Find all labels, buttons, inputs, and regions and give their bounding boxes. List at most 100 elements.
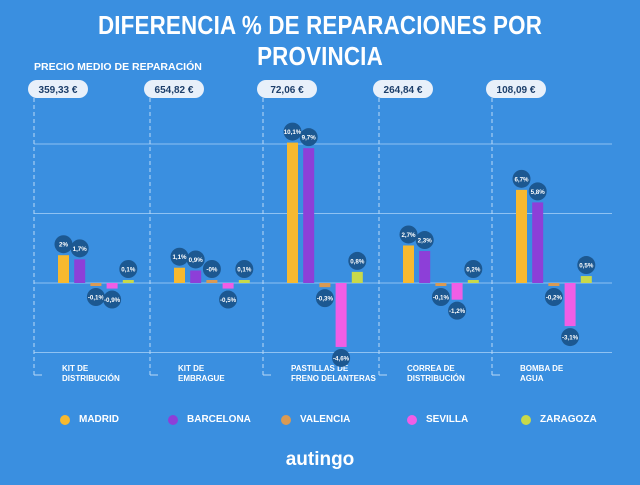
data-label-bubble <box>348 251 367 270</box>
bar-barcelona <box>190 270 202 283</box>
data-label: -4,6% <box>333 355 350 362</box>
legend-label: SEVILLA <box>426 414 469 425</box>
bar-zaragoza <box>122 280 134 283</box>
legend: MADRID BARCELONA VALENCIA SEVILLA ZARAGOZA <box>0 414 640 434</box>
legend-swatch <box>168 414 178 425</box>
data-label: -0,9% <box>104 297 121 304</box>
bar-madrid <box>287 142 298 283</box>
data-label: 1,7% <box>73 246 88 253</box>
data-label: -0,2% <box>546 295 563 302</box>
data-label-bubble <box>70 239 89 258</box>
data-label-bubble <box>464 260 483 278</box>
price-label: 359,33 € <box>39 85 78 96</box>
data-label: 0,5% <box>579 263 594 270</box>
legend-label: BARCELONA <box>187 414 251 425</box>
legend-item-sevilla: SEVILLA <box>407 414 468 425</box>
chart-subtitle: PRECIO MEDIO DE REPARACIÓN <box>34 61 202 73</box>
bar-madrid <box>58 255 69 283</box>
bar-sevilla <box>335 283 347 347</box>
price-pill <box>486 80 546 98</box>
chart-title: DIFERENCIA % DE REPARACIONES POR PROVINC… <box>97 10 543 71</box>
bar-valencia <box>435 283 447 286</box>
bar-sevilla <box>106 283 118 289</box>
data-label: 0,9% <box>189 257 204 264</box>
category-label: KIT DE <box>62 364 89 373</box>
data-label: -0,1% <box>88 295 105 302</box>
data-label: 2,7% <box>401 232 416 239</box>
data-label-bubble <box>119 260 138 278</box>
data-label: 0,1% <box>121 267 136 274</box>
bar-barcelona <box>74 259 86 283</box>
data-label-bubble <box>186 250 205 269</box>
data-label-bubble <box>577 256 596 275</box>
data-label: -0,3% <box>317 296 334 303</box>
bar-valencia <box>319 283 331 288</box>
autingo-logo: autingo <box>286 449 355 470</box>
data-label: 6,7% <box>514 176 529 183</box>
bar-madrid <box>403 245 414 283</box>
data-label-bubble <box>415 231 434 250</box>
bar-barcelona <box>532 202 544 283</box>
legend-item-madrid: MADRID <box>60 414 119 425</box>
data-label: 2% <box>59 242 68 249</box>
price-pill <box>373 80 433 98</box>
data-label-bubble <box>86 288 105 306</box>
data-label: -3,1% <box>562 335 579 342</box>
data-label-bubble <box>544 288 563 306</box>
price-pill <box>28 80 88 98</box>
data-label-bubble <box>54 235 73 254</box>
data-label: 10,1% <box>284 129 302 136</box>
data-label-bubble <box>235 260 254 278</box>
bar-barcelona <box>419 251 431 283</box>
legend-item-barcelona: BARCELONA <box>168 414 251 425</box>
bar-barcelona <box>303 148 315 283</box>
price-pill <box>257 80 317 98</box>
data-label: 0,8% <box>350 258 365 265</box>
data-label-bubble <box>202 260 221 278</box>
bar-sevilla <box>222 283 234 289</box>
bar-zaragoza <box>351 271 363 283</box>
category-label: PASTILLAS DE <box>291 364 349 373</box>
legend-item-valencia: VALENCIA <box>281 414 350 425</box>
data-label-bubble <box>315 289 334 308</box>
data-label: 0,1% <box>237 267 252 274</box>
price-pill <box>144 80 204 98</box>
data-label-bubble <box>283 122 302 141</box>
price-label: 72,06 € <box>270 85 304 96</box>
legend-swatch <box>60 414 70 425</box>
data-label-bubble <box>528 182 547 201</box>
category-label: FRENO DELANTERAS <box>291 374 377 383</box>
bar-valencia <box>548 283 560 286</box>
bar-sevilla <box>564 283 576 327</box>
legend-label: ZARAGOZA <box>540 414 597 425</box>
data-label: -0,1% <box>433 295 450 302</box>
data-label: 2,3% <box>418 238 433 245</box>
bar-zaragoza <box>467 280 479 283</box>
data-label: -1,2% <box>449 308 466 315</box>
category-label: EMBRAGUE <box>178 374 225 383</box>
data-label-bubble <box>512 169 531 188</box>
legend-swatch <box>407 414 417 425</box>
data-label: 9,7% <box>302 135 317 142</box>
data-label-bubble <box>103 290 122 309</box>
bar-valencia <box>90 283 102 286</box>
bar-madrid <box>174 267 185 283</box>
data-label-bubble <box>170 247 189 266</box>
logo-text: autingo <box>286 449 355 470</box>
category-label: BOMBA DE <box>520 364 564 373</box>
legend-swatch <box>281 414 291 425</box>
category-label: CORREA DE <box>407 364 455 373</box>
data-label: 5,8% <box>531 189 546 196</box>
data-label: 1,1% <box>172 254 187 261</box>
category-label: DISTRIBUCIÓN <box>407 374 465 383</box>
legend-label: MADRID <box>79 414 119 425</box>
legend-swatch <box>521 414 531 425</box>
bar-zaragoza <box>580 276 592 283</box>
price-label: 108,09 € <box>497 85 536 96</box>
data-label-bubble <box>399 225 418 244</box>
data-label-bubble <box>299 128 318 147</box>
data-label: 0,2% <box>466 267 481 274</box>
legend-item-zaragoza: ZARAGOZA <box>521 414 597 425</box>
data-label-bubble <box>431 288 450 306</box>
